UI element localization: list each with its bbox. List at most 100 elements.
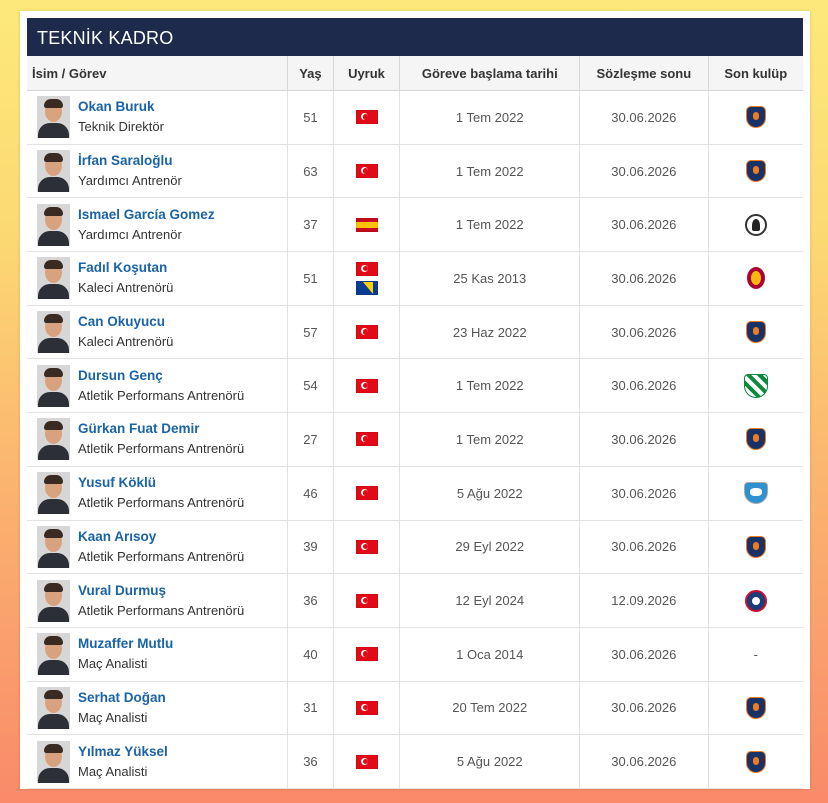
bursaspor-crest[interactable]: [743, 373, 768, 398]
last-club-cell: [708, 734, 803, 789]
age-cell: 54: [287, 358, 334, 414]
avatar[interactable]: [37, 579, 70, 622]
column-header-contract-end[interactable]: Sözleşme sonu: [579, 56, 709, 91]
start-date-cell: 1 Tem 2022: [399, 90, 581, 145]
age-cell: 46: [287, 466, 334, 521]
contract-end-cell: 30.06.2026: [579, 520, 709, 575]
nationality-cell: [333, 681, 401, 736]
spain-flag: [355, 217, 378, 232]
start-date-cell: 29 Eyl 2022: [399, 520, 581, 575]
nationality-cell: [333, 144, 401, 199]
table-row: Can Okuyucu Kaleci Antrenörü 57 23 Haz 2…: [27, 305, 803, 360]
avatar[interactable]: [37, 257, 70, 300]
staff-name-link[interactable]: Muzaffer Mutlu: [78, 636, 174, 652]
staff-name-link[interactable]: Serhat Doğan: [78, 689, 166, 705]
nationality-cell: [333, 305, 401, 360]
staff-name-link[interactable]: Yılmaz Yüksel: [78, 743, 168, 759]
staff-name-link[interactable]: Yusuf Köklü: [78, 475, 157, 491]
staff-role: Atletik Performans Antrenörü: [78, 387, 245, 403]
start-date-cell: 5 Ağu 2022: [399, 466, 581, 521]
avatar[interactable]: [37, 96, 70, 139]
avatar[interactable]: [37, 472, 70, 515]
start-date-cell: 12 Eyl 2024: [399, 573, 581, 628]
last-club-cell: [708, 412, 803, 467]
age-cell: 31: [287, 681, 334, 736]
nationality-cell: [333, 466, 401, 521]
person-cell: İrfan Saraloğlu Yardımcı Antrenör: [27, 144, 289, 199]
staff-name-link[interactable]: Dursun Genç: [78, 367, 163, 383]
staff-name-link[interactable]: Fadıl Koşutan: [78, 260, 168, 276]
staff-name-link[interactable]: Vural Durmuş: [78, 582, 167, 598]
kasimpasa-crest[interactable]: [744, 589, 767, 612]
basaksehir-crest[interactable]: [745, 750, 766, 773]
avatar[interactable]: [37, 740, 70, 783]
column-header-age[interactable]: Yaş: [287, 56, 334, 91]
staff-role: Yardımcı Antrenör: [78, 226, 182, 242]
udinese-crest[interactable]: [744, 213, 767, 236]
table-row: Yusuf Köklü Atletik Performans Antrenörü…: [27, 466, 803, 521]
nationality-cell: [333, 197, 401, 253]
staff-name-link[interactable]: Okan Buruk: [78, 99, 155, 115]
contract-end-cell: 30.06.2026: [579, 197, 709, 253]
bb-erzurumspor-crest[interactable]: [743, 482, 768, 505]
person-cell: Ismael García Gomez Yardımcı Antrenör: [27, 197, 289, 253]
person-cell: Yusuf Köklü Atletik Performans Antrenörü: [27, 466, 289, 521]
nationality-cell: [333, 251, 401, 306]
last-club-cell: -: [708, 627, 803, 682]
avatar[interactable]: [37, 203, 70, 246]
table-row: Gürkan Fuat Demir Atletik Performans Ant…: [27, 412, 803, 467]
galatasaray-crest[interactable]: [746, 267, 765, 290]
age-cell: 39: [287, 520, 334, 575]
turkey-flag: [355, 700, 378, 715]
age-cell: 63: [287, 144, 334, 199]
table-row: Okan Buruk Teknik Direktör 51 1 Tem 2022…: [27, 90, 803, 145]
basaksehir-crest[interactable]: [745, 696, 766, 719]
avatar[interactable]: [37, 364, 70, 407]
contract-end-cell: 12.09.2026: [579, 573, 709, 628]
person-cell: Fadıl Koşutan Kaleci Antrenörü: [27, 251, 289, 306]
bosnia-flag: [355, 280, 378, 295]
basaksehir-crest[interactable]: [745, 321, 766, 344]
turkey-flag: [355, 432, 378, 447]
staff-name-link[interactable]: Gürkan Fuat Demir: [78, 421, 200, 437]
nationality-cell: [333, 627, 401, 682]
panel-title: TEKNİK KADRO: [27, 18, 803, 56]
staff-name-link[interactable]: İrfan Saraloğlu: [78, 153, 173, 169]
table-row: Ismael García Gomez Yardımcı Antrenör 37…: [27, 197, 803, 253]
column-header-start-date[interactable]: Göreve başlama tarihi: [399, 56, 581, 91]
basaksehir-crest[interactable]: [745, 428, 766, 451]
avatar[interactable]: [37, 418, 70, 461]
basaksehir-crest[interactable]: [745, 160, 766, 183]
staff-name-link[interactable]: Can Okuyucu: [78, 314, 166, 330]
last-club-cell: [708, 144, 803, 199]
turkey-flag: [355, 593, 378, 608]
staff-name-link[interactable]: Kaan Arısoy: [78, 528, 157, 544]
person-cell: Dursun Genç Atletik Performans Antrenörü: [27, 358, 289, 414]
avatar[interactable]: [37, 150, 70, 193]
column-header-last-club[interactable]: Son kulüp: [708, 56, 803, 91]
last-club-cell: [708, 90, 803, 145]
start-date-cell: 1 Tem 2022: [399, 412, 581, 467]
table-row: Muzaffer Mutlu Maç Analisti 40 1 Oca 201…: [27, 627, 803, 682]
avatar[interactable]: [37, 311, 70, 354]
start-date-cell: 1 Oca 2014: [399, 627, 581, 682]
column-header-nationality[interactable]: Uyruk: [333, 56, 401, 91]
last-club-cell: [708, 573, 803, 628]
contract-end-cell: 30.06.2026: [579, 90, 709, 145]
avatar[interactable]: [37, 686, 70, 729]
contract-end-cell: 30.06.2026: [579, 358, 709, 414]
staff-name-link[interactable]: Ismael García Gomez: [78, 206, 215, 222]
age-cell: 57: [287, 305, 334, 360]
last-club-cell: [708, 358, 803, 414]
person-cell: Gürkan Fuat Demir Atletik Performans Ant…: [27, 412, 289, 467]
age-cell: 36: [287, 573, 334, 628]
turkey-flag: [355, 647, 378, 662]
last-club-empty: -: [753, 646, 758, 662]
column-header-name[interactable]: İsim / Görev: [27, 56, 289, 91]
start-date-cell: 1 Tem 2022: [399, 358, 581, 414]
basaksehir-crest[interactable]: [745, 106, 766, 129]
basaksehir-crest[interactable]: [745, 535, 766, 558]
avatar[interactable]: [37, 525, 70, 568]
person-cell: Muzaffer Mutlu Maç Analisti: [27, 627, 289, 682]
avatar[interactable]: [37, 633, 70, 676]
